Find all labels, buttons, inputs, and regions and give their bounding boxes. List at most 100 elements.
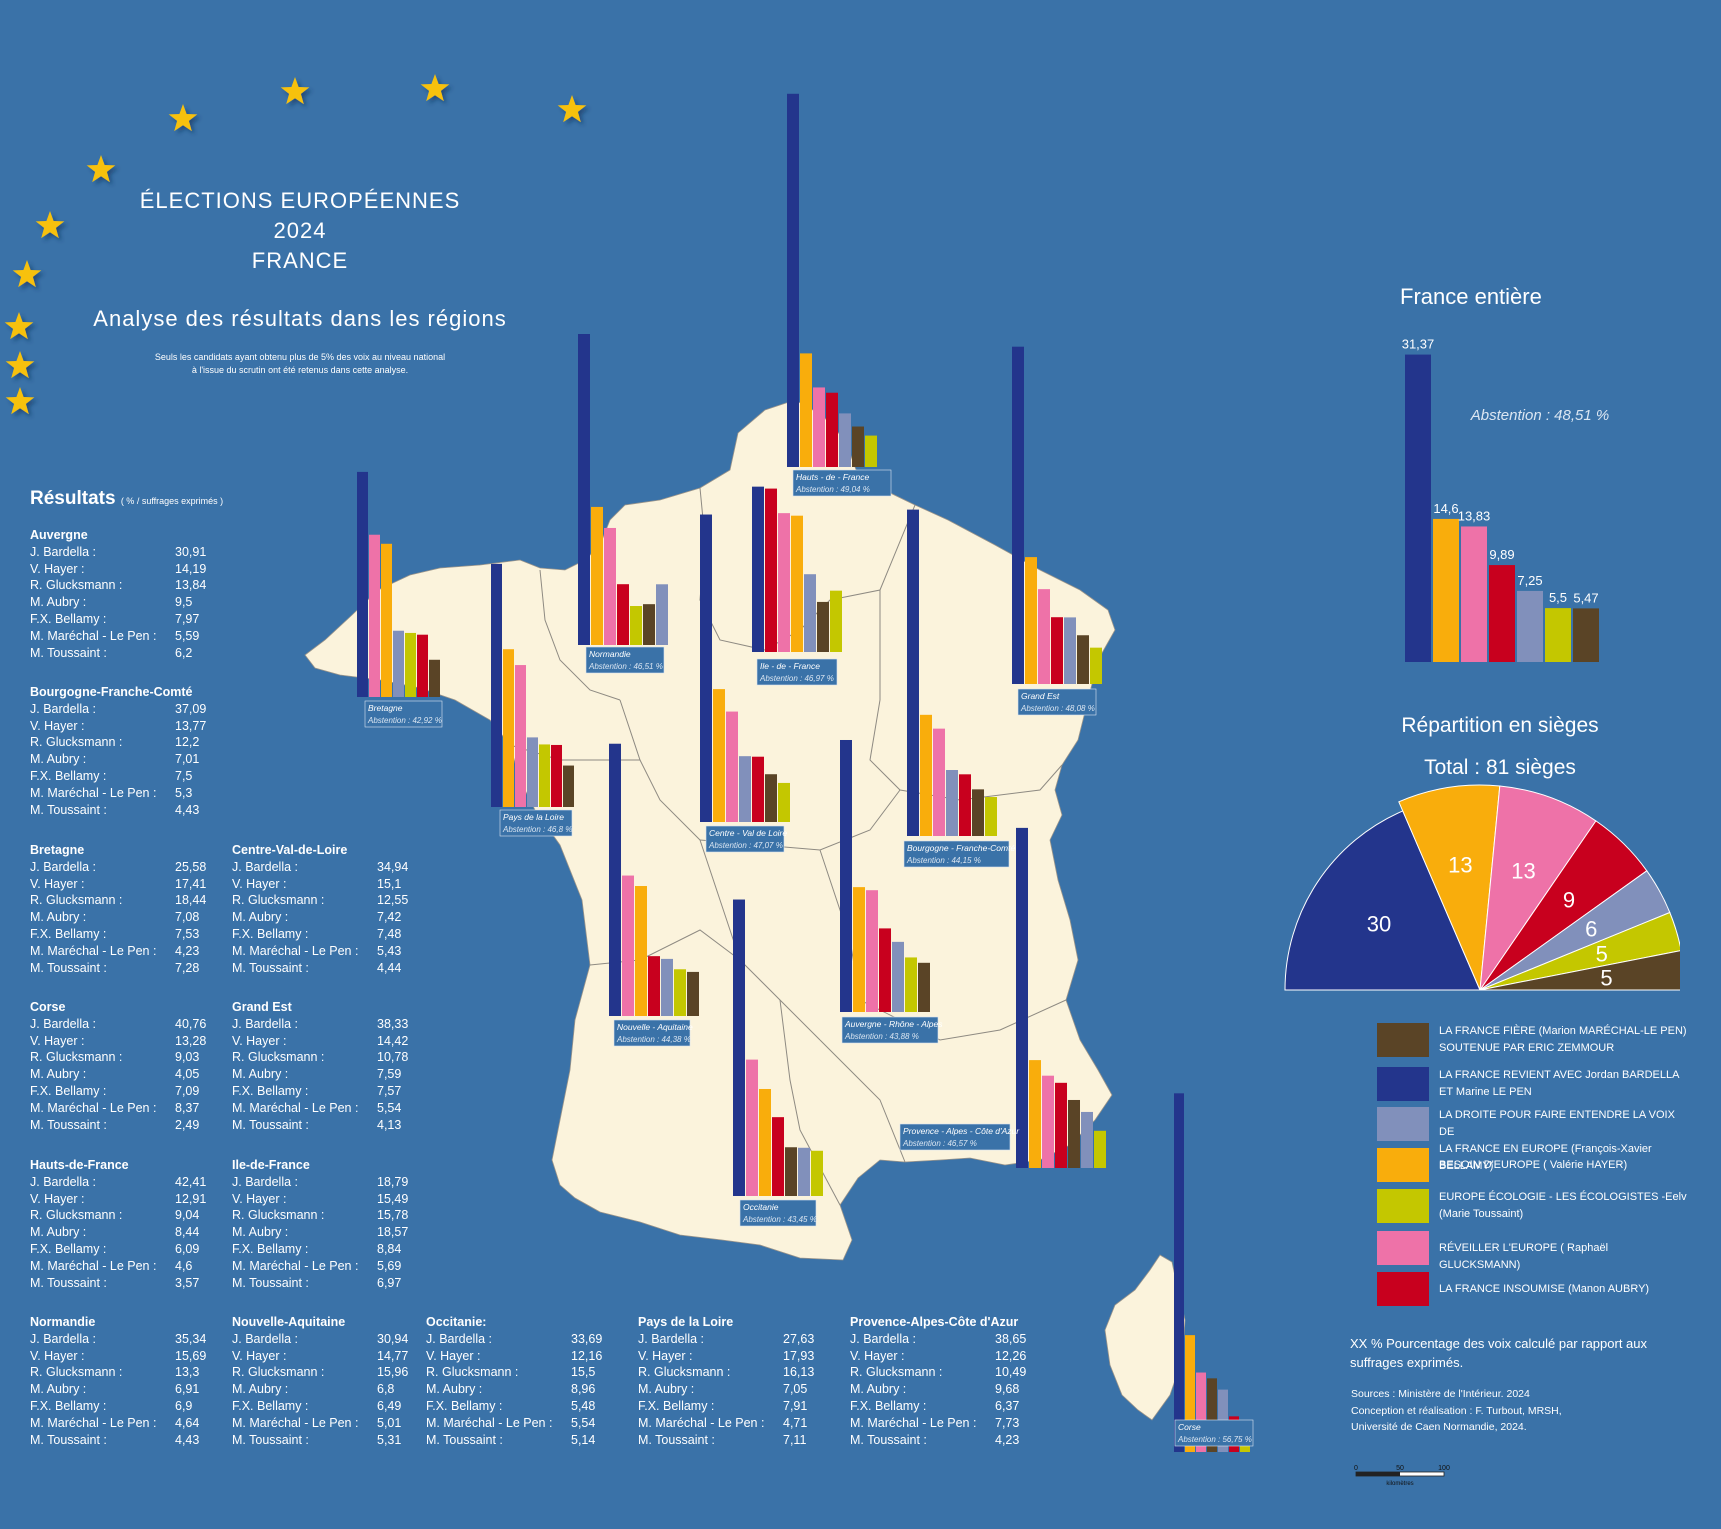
legend-swatch <box>1377 1148 1429 1182</box>
candidate-label: R. Glucksmann : <box>232 893 325 908</box>
region-label-abstention: Abstention : 46,97 % <box>759 674 834 683</box>
candidate-label: M. Toussaint : <box>30 1432 107 1447</box>
candidate-value: 6,37 <box>995 1398 1020 1413</box>
candidate-value: 12,26 <box>995 1348 1027 1363</box>
seat-slice-label: 6 <box>1585 917 1597 942</box>
results-row: J. Bardella : 30,94 <box>232 1331 408 1348</box>
candidate-value: 7,73 <box>995 1415 1020 1430</box>
candidate-label: R. Glucksmann : <box>30 578 123 593</box>
region-bar <box>865 435 877 467</box>
region-bar <box>1055 1082 1067 1168</box>
legend-line: (Marie Toussaint) <box>1439 1208 1524 1220</box>
results-row: J. Bardella : 34,94 <box>232 859 408 876</box>
candidate-label: M. Maréchal - Le Pen : <box>850 1415 977 1430</box>
results-row: M. Maréchal - Le Pen : 5,01 <box>232 1415 401 1432</box>
france-bar-chart: 31,37 14,613,83 9,897,25 5,5 5,47 Abstention … <box>1402 337 1609 662</box>
candidate-value: 12,2 <box>175 735 200 750</box>
candidate-label: M. Maréchal - Le Pen : <box>30 1258 157 1273</box>
region-map-label: Centre - Val de Loire Abstention : 47,07 … <box>705 825 787 853</box>
candidate-label: F.X. Bellamy : <box>232 926 309 941</box>
candidate-value: 15,1 <box>377 876 402 891</box>
legend-swatch <box>1377 1107 1429 1141</box>
results-region-name: Corse <box>30 1000 66 1014</box>
region-bar <box>804 574 816 652</box>
region-bar <box>661 958 673 1016</box>
candidate-value: 7,48 <box>377 926 402 941</box>
results-region-name: Bourgogne-Franche-Comté <box>30 685 193 699</box>
candidate-value: 5,3 <box>175 785 193 800</box>
sources-line-2: Conception et réalisation : F. Turbout, … <box>1351 1404 1562 1417</box>
candidate-value: 5,69 <box>377 1258 402 1273</box>
region-bar <box>630 606 642 645</box>
results-row: V. Hayer : 17,41 <box>30 876 206 893</box>
region-bar <box>1068 1099 1080 1168</box>
candidate-value: 7,5 <box>175 768 193 783</box>
legend-text: BESOIN D'EUROPE ( Valérie HAYER) <box>1439 1157 1689 1174</box>
region-bar <box>551 744 562 807</box>
results-row: J. Bardella : 38,33 <box>232 1016 408 1033</box>
candidate-label: M. Aubry : <box>638 1382 695 1397</box>
subtitle: Analyse des résultats dans les régions <box>93 306 507 331</box>
region-label-abstention: Abstention : 42,92 % <box>367 716 442 725</box>
results-block: Ile-de-France J. Bardella : 18,79 V. Hayer … <box>232 1157 408 1291</box>
results-row: M. Toussaint : 4,44 <box>232 960 401 977</box>
results-block: Centre-Val-de-Loire J. Bardella : 34,94 V. … <box>232 842 408 977</box>
results-row: F.X. Bellamy : 7,97 <box>30 611 199 628</box>
candidate-value: 38,33 <box>377 1016 409 1031</box>
results-row: M. Maréchal - Le Pen : 4,23 <box>30 943 199 960</box>
region-bar <box>357 471 368 697</box>
candidate-label: M. Toussaint : <box>30 960 107 975</box>
candidate-value: 9,03 <box>175 1050 200 1065</box>
region-map-label: Pays de la Loire Abstention : 46,8 % <box>499 809 572 837</box>
candidate-value: 4,71 <box>783 1415 808 1430</box>
legend-text: LA DROITE POUR FAIRE ENTENDRE LA VOIX DE… <box>1439 1107 1689 1175</box>
candidate-label: M. Maréchal - Le Pen : <box>232 1258 359 1273</box>
candidate-label: M. Aubry : <box>30 1382 87 1397</box>
seat-slice-label: 13 <box>1448 852 1472 877</box>
france-bar <box>1405 354 1431 662</box>
region-bar <box>700 514 712 822</box>
candidate-label: F.X. Bellamy : <box>638 1398 715 1413</box>
results-region-name: Provence-Alpes-Côte d'Azur <box>850 1315 1019 1329</box>
star-icon <box>12 260 42 288</box>
candidate-label: M. Aubry : <box>426 1382 483 1397</box>
results-row: J. Bardella : 27,63 <box>638 1331 814 1348</box>
results-region-name: Pays de la Loire <box>638 1315 734 1329</box>
results-row: M. Toussaint : 3,57 <box>30 1275 199 1292</box>
candidate-value: 7,11 <box>783 1432 807 1447</box>
region-bar <box>1196 1372 1206 1452</box>
results-block: Provence-Alpes-Côte d'Azur J. Bardella : 3… <box>850 1314 1026 1448</box>
candidate-label: V. Hayer : <box>638 1348 693 1363</box>
region-bar <box>787 93 799 468</box>
candidate-value: 15,78 <box>377 1208 409 1223</box>
candidate-value: 7,08 <box>175 910 200 925</box>
results-row: M. Maréchal - Le Pen : 4,71 <box>638 1415 807 1432</box>
candidate-label: M. Toussaint : <box>30 645 107 660</box>
scale-unit: kilomètres <box>1386 1481 1413 1487</box>
results-row: J. Bardella : 37,09 <box>30 701 206 718</box>
france-bar-label: 9,89 <box>1489 547 1514 562</box>
candidate-label: R. Glucksmann : <box>232 1050 325 1065</box>
results-row: M. Maréchal - Le Pen : 5,3 <box>30 785 193 802</box>
seats-total: Total : 81 sièges <box>1424 756 1576 779</box>
candidate-label: M. Maréchal - Le Pen : <box>232 1415 359 1430</box>
results-heading-unit: ( % / suffrages exprimés ) <box>120 496 224 506</box>
sources-line-3: Université de Caen Normandie, 2024. <box>1351 1421 1527 1433</box>
candidate-label: F.X. Bellamy : <box>30 768 107 783</box>
candidate-value: 5,48 <box>571 1398 596 1413</box>
region-bar <box>907 509 919 836</box>
results-row: M. Toussaint : 7,28 <box>30 960 199 977</box>
candidate-label: V. Hayer : <box>30 1348 85 1363</box>
results-row: V. Hayer : 12,91 <box>30 1191 206 1208</box>
candidate-value: 8,96 <box>571 1382 596 1397</box>
region-map-label: Normandie Abstention : 46,51 % <box>585 646 665 674</box>
region-bar <box>1094 1130 1106 1168</box>
candidate-label: M. Toussaint : <box>232 1275 309 1290</box>
candidate-value: 9,68 <box>995 1382 1020 1397</box>
legend-line: LA FRANCE REVIENT AVEC Jordan BARDELLA <box>1439 1069 1680 1081</box>
region-bar <box>622 875 634 1016</box>
results-row: F.X. Bellamy : 7,53 <box>30 926 199 943</box>
region-bar <box>840 739 852 1012</box>
candidate-label: R. Glucksmann : <box>30 1208 123 1223</box>
results-block: Nouvelle-Aquitaine J. Bardella : 30,94 V. H… <box>232 1314 408 1448</box>
